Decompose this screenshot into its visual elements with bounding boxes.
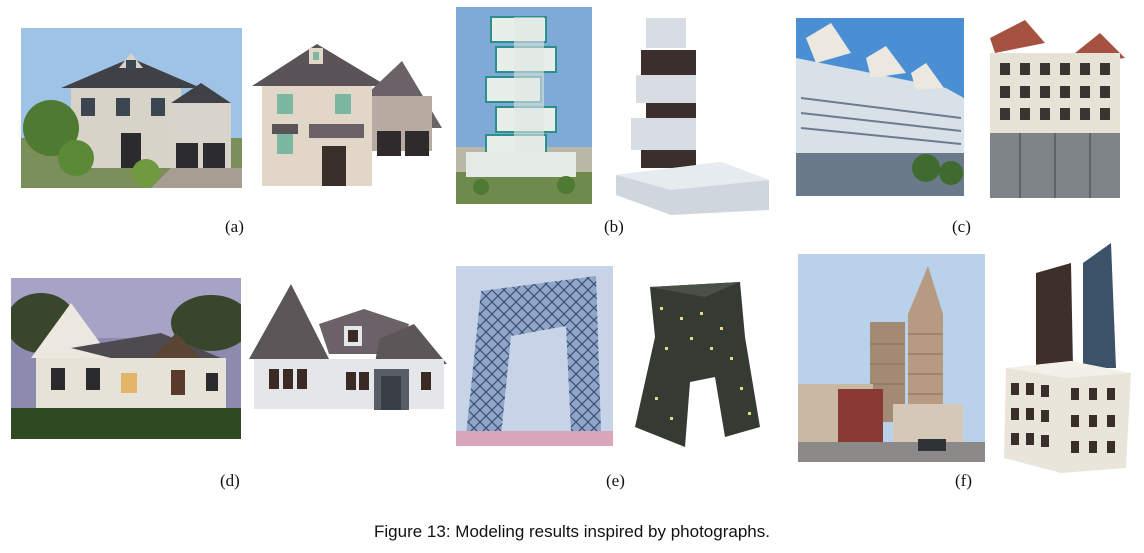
model-b-tower: [611, 10, 771, 215]
photo-f-street-towers: [798, 254, 985, 462]
panel-label-d: (d): [220, 471, 240, 490]
photo-c-building: [796, 18, 964, 196]
panel-label-e: (e): [606, 471, 625, 490]
panel-label-b: (b): [604, 217, 624, 236]
photo-a-house: [21, 28, 242, 188]
panel-label-f: (f): [955, 471, 972, 490]
photo-e-loop-tower: [456, 266, 613, 446]
panel-label-a: (a): [225, 217, 244, 236]
model-c-building: [985, 18, 1130, 203]
model-f-street-towers: [1001, 243, 1136, 473]
figure-caption: Figure 13: Modeling results inspired by …: [374, 522, 770, 541]
model-d-farmhouse: [249, 284, 449, 410]
model-e-loop-tower: [630, 277, 780, 449]
model-a-house: [247, 36, 444, 186]
photo-b-tower: [456, 7, 592, 204]
panel-label-c: (c): [952, 217, 971, 236]
photo-d-farmhouse: [11, 278, 241, 439]
